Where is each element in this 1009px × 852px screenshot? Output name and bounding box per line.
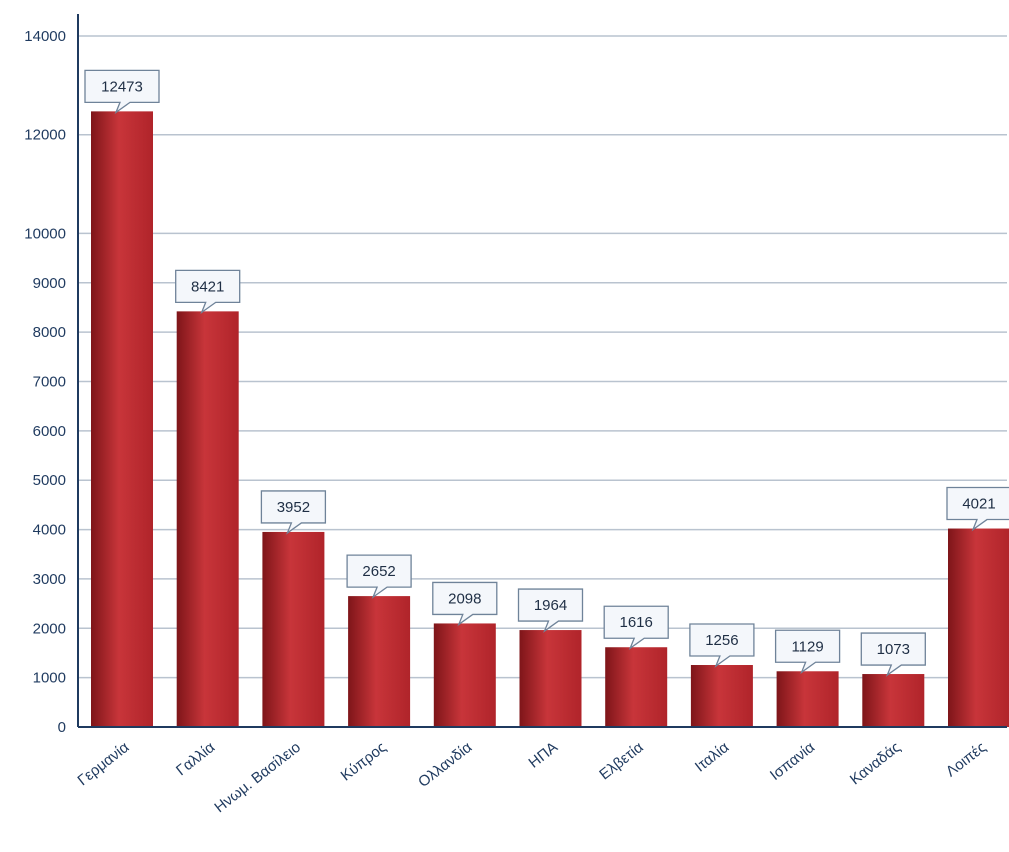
x-tick-label: Κύπρος bbox=[338, 739, 390, 785]
data-label: 3952 bbox=[277, 499, 310, 516]
x-tick-label: Ιταλία bbox=[692, 739, 733, 776]
bar bbox=[605, 647, 667, 727]
data-label: 12473 bbox=[101, 78, 143, 95]
x-tick-label: ΗΠΑ bbox=[526, 739, 561, 772]
bar bbox=[348, 596, 410, 727]
y-tick-label: 6000 bbox=[33, 423, 66, 440]
bar bbox=[691, 665, 753, 727]
y-tick-label: 2000 bbox=[33, 620, 66, 637]
x-tick-label: Ελβετία bbox=[596, 739, 647, 784]
y-tick-label: 14000 bbox=[24, 28, 66, 45]
x-tick-label: Ολλανδία bbox=[415, 739, 475, 791]
y-tick-label: 5000 bbox=[33, 472, 66, 489]
bar bbox=[777, 671, 839, 727]
y-tick-label: 10000 bbox=[24, 225, 66, 242]
x-tick-label: Ηνωμ. Βασίλειο bbox=[211, 739, 304, 817]
bar bbox=[91, 111, 153, 727]
data-label: 1256 bbox=[705, 632, 738, 649]
data-label: 2098 bbox=[448, 590, 481, 607]
y-tick-label: 4000 bbox=[33, 522, 66, 539]
bar bbox=[262, 532, 324, 727]
bar bbox=[948, 529, 1009, 727]
x-tick-label: Ισπανία bbox=[767, 739, 818, 784]
x-tick-label: Καναδάς bbox=[847, 739, 904, 789]
x-tick-label: Λοιπές bbox=[943, 739, 990, 781]
y-tick-label: 0 bbox=[58, 719, 66, 736]
y-tick-label: 9000 bbox=[33, 275, 66, 292]
data-label: 1616 bbox=[620, 614, 653, 631]
data-label: 1964 bbox=[534, 597, 567, 614]
data-label: 1073 bbox=[877, 641, 910, 658]
data-label: 2652 bbox=[362, 563, 395, 580]
bar bbox=[434, 623, 496, 727]
y-tick-label: 3000 bbox=[33, 571, 66, 588]
y-tick-label: 7000 bbox=[33, 374, 66, 391]
x-tick-label: Γαλλία bbox=[173, 739, 218, 780]
data-label: 8421 bbox=[191, 278, 224, 295]
y-tick-label: 12000 bbox=[24, 127, 66, 144]
x-tick-label: Γερμανία bbox=[74, 739, 132, 790]
y-tick-label: 1000 bbox=[33, 670, 66, 687]
data-label: 4021 bbox=[962, 496, 995, 513]
y-tick-label: 8000 bbox=[33, 324, 66, 341]
bar bbox=[520, 630, 582, 727]
bar bbox=[862, 674, 924, 727]
data-label: 1129 bbox=[791, 638, 823, 655]
bar bbox=[177, 311, 239, 727]
